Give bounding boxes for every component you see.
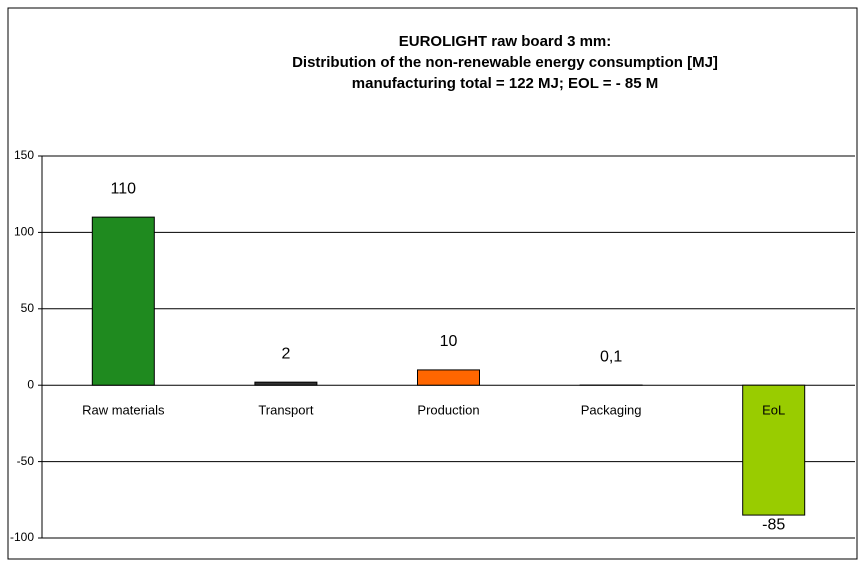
chart-title: EUROLIGHT raw board 3 mm: — [399, 33, 612, 50]
x-tick-label: Transport — [258, 403, 314, 418]
x-tick-label: Raw materials — [82, 403, 165, 418]
y-tick-label: 150 — [14, 148, 34, 162]
chart-title: Distribution of the non-renewable energy… — [292, 54, 718, 71]
x-tick-label: Packaging — [581, 403, 642, 418]
y-tick-label: -50 — [17, 454, 35, 468]
chart-title: manufacturing total = 122 MJ; EOL = - 85… — [352, 75, 658, 92]
data-label: 110 — [111, 180, 137, 197]
data-label: 0,1 — [600, 348, 622, 365]
bar — [254, 381, 318, 386]
x-tick-label: Production — [417, 403, 479, 418]
bar — [742, 384, 806, 516]
y-tick-label: 50 — [21, 301, 35, 315]
data-label: -85 — [762, 516, 785, 533]
bar — [91, 216, 155, 386]
y-tick-label: 0 — [27, 377, 34, 391]
y-tick-label: -100 — [10, 530, 34, 544]
data-label: 2 — [281, 345, 290, 362]
x-tick-label: EoL — [762, 403, 785, 418]
data-label: 10 — [440, 333, 458, 350]
bar — [417, 369, 480, 386]
y-tick-label: 100 — [14, 225, 34, 239]
